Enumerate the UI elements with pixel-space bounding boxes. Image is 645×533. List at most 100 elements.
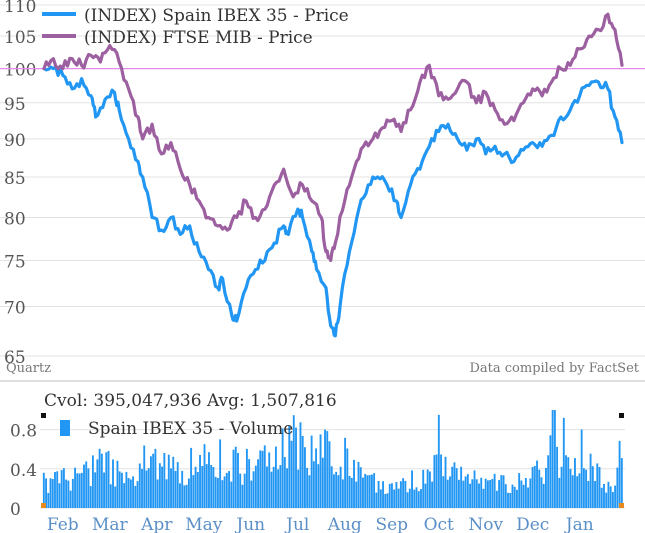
volume-bar (326, 431, 329, 508)
price-y-tick-label: 75 (4, 253, 26, 273)
volume-bar (402, 478, 405, 508)
volume-bar (85, 461, 88, 508)
volume-bar (509, 493, 512, 508)
volume-bar (538, 469, 541, 508)
volume-bar (83, 464, 85, 508)
volume-bar (449, 476, 451, 508)
volume-bar (594, 481, 596, 508)
volume-bar (341, 479, 344, 508)
price-y-tick-label: 80 (4, 209, 26, 229)
volume-bar (170, 468, 172, 508)
volume-bar (379, 489, 382, 508)
volume-bar (357, 461, 360, 508)
price-y-tick-label: 70 (4, 299, 26, 319)
volume-bar (321, 457, 324, 508)
x-tick-label: May (185, 515, 223, 533)
volume-bar (527, 487, 530, 508)
volume-bar (370, 474, 373, 508)
volume-bar (196, 472, 199, 508)
volume-bar (250, 480, 253, 508)
volume-bar (589, 453, 592, 508)
volume-bar (422, 469, 425, 508)
volume-bar (114, 486, 117, 508)
volume-bar (303, 447, 306, 508)
volume-bar (129, 479, 132, 508)
volume-bar (330, 466, 333, 508)
volume-bar (614, 485, 617, 508)
volume-bar (67, 480, 70, 508)
volume-bar (319, 434, 322, 508)
volume-legend: Spain IBEX 35 - Volume (60, 419, 293, 439)
volume-bar (121, 472, 123, 508)
volume-y-tick-label: 0.4 (10, 461, 37, 481)
volume-bar (94, 472, 97, 508)
volume-bar (618, 440, 621, 508)
volume-bar (279, 465, 282, 508)
volume-bar (366, 475, 369, 508)
volume-bar (507, 492, 509, 508)
volume-bar (212, 467, 215, 508)
series-line-ftse (42, 12, 624, 263)
volume-bar (495, 490, 498, 508)
volume-bar (533, 465, 536, 508)
volume-bar (152, 453, 155, 508)
volume-bar (310, 435, 313, 508)
volume-bar (462, 480, 465, 508)
volume-bar (406, 492, 409, 508)
volume-bar (571, 475, 574, 508)
volume-bar (605, 492, 608, 508)
volume-bar (536, 460, 538, 508)
volume-bar (268, 452, 271, 508)
volume-bar (415, 487, 418, 508)
volume-bar (350, 477, 353, 508)
price-y-tick-label: 85 (4, 169, 26, 189)
credit-quartz: Quartz (6, 361, 51, 376)
volume-bar (118, 471, 121, 508)
volume-bar (413, 489, 416, 508)
price-series (42, 12, 624, 338)
price-y-tick-label: 65 (4, 348, 26, 368)
x-tick-label: Jul (284, 515, 309, 533)
volume-bar (582, 468, 585, 508)
x-tick-label: Aug (327, 515, 362, 533)
volume-bar (328, 441, 331, 508)
volume-bar (47, 493, 50, 508)
volume-bar (89, 486, 92, 508)
volume-bar (277, 469, 280, 508)
volume-bar (346, 448, 349, 508)
volume-bar (181, 470, 184, 508)
volume-bar (299, 422, 302, 508)
volume-bar (560, 466, 563, 508)
volume-bar (259, 450, 262, 508)
x-tick-label: Jan (564, 515, 594, 533)
volume-bar (607, 481, 610, 508)
volume-bar (219, 439, 222, 508)
volume-bar (261, 450, 264, 508)
volume-bar (426, 469, 429, 508)
volume-y-tick-label: 0 (10, 500, 21, 520)
volume-bar (60, 470, 63, 508)
volume-bar (286, 468, 289, 508)
volume-bar (408, 488, 411, 508)
volume-bar (359, 467, 362, 508)
corner-marker-bottom-left (41, 503, 46, 508)
volume-bar (386, 493, 389, 508)
volume-bar (362, 477, 364, 508)
volume-bar (478, 483, 480, 508)
volume-bar (520, 480, 523, 508)
volume-bar (542, 483, 545, 508)
price-y-tick-label: 100 (4, 61, 36, 81)
volume-bar (274, 446, 277, 508)
x-tick-label: Apr (140, 515, 173, 533)
volume-bar (580, 429, 583, 508)
volume-bar (288, 425, 291, 508)
volume-bar (150, 456, 152, 508)
volume-bar (373, 473, 376, 508)
volume-bar (194, 466, 197, 508)
volume-summary: Cvol: 395,047,936 Avg: 1,507,816 (44, 391, 337, 411)
legend-swatch-volume (60, 420, 70, 436)
volume-bar (565, 455, 567, 508)
volume-bar (107, 451, 110, 508)
volume-bar (295, 427, 297, 508)
